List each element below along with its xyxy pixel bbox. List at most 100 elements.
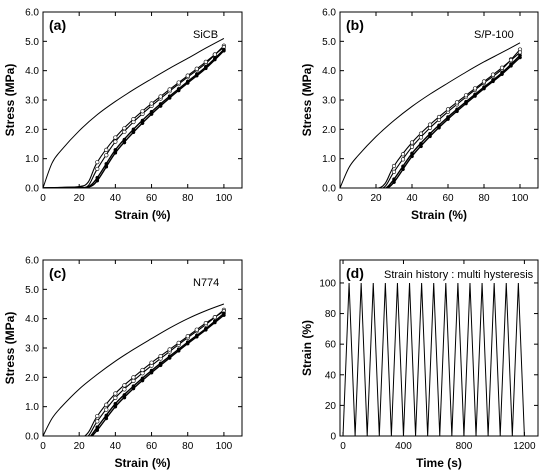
- data-point: [419, 144, 423, 149]
- data-point: [508, 58, 514, 63]
- chart-panel-1: 0 20 40 60 80 100 0.0 1.0 2.0 3.0 4.0 5.0 6.0 Strain …: [3, 8, 243, 222]
- x-tick-label: 100: [216, 441, 233, 452]
- x-tick-label: 0: [337, 193, 343, 204]
- x-tick-label: 100: [216, 193, 233, 204]
- data-point: [499, 65, 505, 70]
- y-tick-label: 6.0: [25, 256, 39, 267]
- strain-history-line: [342, 282, 525, 436]
- x-tick-label: 40: [110, 441, 122, 452]
- x-tick-label: 800: [456, 441, 473, 452]
- y-tick-label: 0: [330, 432, 336, 443]
- data-point: [149, 112, 154, 116]
- plot-frame: [42, 259, 243, 437]
- x-tick-label: 20: [74, 193, 86, 204]
- data-point: [131, 375, 136, 380]
- data-point: [185, 334, 190, 339]
- first-loading-curve: [340, 42, 521, 188]
- data-point: [158, 363, 163, 368]
- data-point: [454, 100, 460, 105]
- data-point: [203, 320, 208, 326]
- y-tick-label: 5.0: [25, 37, 39, 48]
- plot-frame: [339, 11, 539, 189]
- data-point: [113, 150, 118, 155]
- data-point: [213, 57, 217, 62]
- y-tick-label: 100: [319, 278, 336, 289]
- data-point: [167, 356, 172, 360]
- data-point: [149, 370, 154, 375]
- data-point: [140, 121, 145, 126]
- panel-letter: (d): [346, 265, 364, 281]
- data-point: [104, 153, 109, 158]
- data-point: [95, 178, 100, 183]
- data-point: [222, 48, 226, 53]
- data-point: [401, 167, 405, 172]
- data-point: [158, 94, 163, 99]
- data-point: [113, 391, 118, 396]
- data-point: [122, 129, 127, 134]
- data-point: [212, 315, 217, 320]
- data-point: [158, 104, 163, 108]
- data-point: [222, 313, 226, 317]
- y-tick-label: 1.0: [25, 154, 39, 165]
- data-point: [176, 88, 181, 93]
- y-tick-label: 3.0: [25, 344, 39, 355]
- data-point: [104, 164, 109, 169]
- y-axis-title: Stress (MPa): [3, 312, 17, 385]
- data-point: [481, 79, 487, 84]
- data-point: [131, 130, 136, 135]
- y-tick-label: 2.0: [322, 125, 336, 136]
- data-point: [113, 139, 118, 144]
- data-point: [482, 86, 486, 91]
- x-tick-label: 100: [512, 193, 529, 204]
- x-tick-label: 0: [40, 441, 46, 452]
- data-point: [203, 59, 208, 64]
- data-point: [203, 66, 208, 71]
- cycle-curve: [381, 49, 521, 188]
- y-tick-label: 3.0: [322, 96, 336, 107]
- data-point: [131, 378, 136, 383]
- data-point: [185, 341, 190, 346]
- data-point: [400, 152, 406, 157]
- chart-panel-2: 0 20 40 60 80 100 0.0 1.0 2.0 3.0 4.0 5.0 6.0 Strain …: [300, 8, 539, 222]
- data-point: [472, 86, 478, 91]
- x-axis-title: Strain (%): [114, 208, 170, 222]
- y-tick-label: 5.0: [322, 37, 336, 48]
- x-tick-label: 60: [442, 193, 454, 204]
- data-point: [176, 348, 181, 353]
- y-axis-title: Stress (MPa): [3, 64, 17, 137]
- data-point: [464, 101, 468, 106]
- data-point: [391, 163, 397, 169]
- x-tick-label: 20: [370, 193, 382, 204]
- data-point: [500, 72, 504, 77]
- y-tick-label: 1.0: [25, 402, 39, 413]
- data-point: [113, 404, 118, 409]
- data-point: [491, 79, 495, 84]
- y-axis-title: Strain (%): [300, 320, 314, 376]
- data-point: [185, 81, 190, 85]
- plot-frame: [339, 259, 539, 437]
- data-point: [167, 87, 172, 92]
- data-point: [392, 180, 396, 184]
- data-point: [418, 131, 424, 136]
- chart-panel-3: 0 20 40 60 80 100 0.0 1.0 2.0 3.0 4.0 5.0 6.0 Strain …: [3, 256, 243, 470]
- y-tick-label: 60: [325, 340, 337, 351]
- panel-annotation: N774: [193, 277, 219, 289]
- data-point: [122, 140, 127, 145]
- y-tick-label: 4.0: [25, 66, 39, 77]
- data-point: [445, 107, 451, 112]
- x-tick-label: 0: [40, 193, 46, 204]
- chart-panel-4: 0 400 800 1200 0 20 40 60 80 100 Time (s) Strain (%…: [300, 259, 539, 470]
- first-loading-curve: [43, 37, 225, 188]
- data-point: [122, 387, 127, 392]
- data-point: [122, 395, 127, 400]
- x-tick-label: 60: [146, 441, 158, 452]
- data-point: [122, 383, 127, 388]
- data-point: [95, 160, 100, 165]
- data-point: [140, 109, 145, 114]
- y-tick-label: 40: [325, 370, 337, 381]
- x-axis-title: Strain (%): [114, 456, 170, 470]
- y-tick-label: 20: [325, 401, 337, 412]
- x-tick-label: 400: [395, 441, 412, 452]
- data-point: [122, 126, 127, 131]
